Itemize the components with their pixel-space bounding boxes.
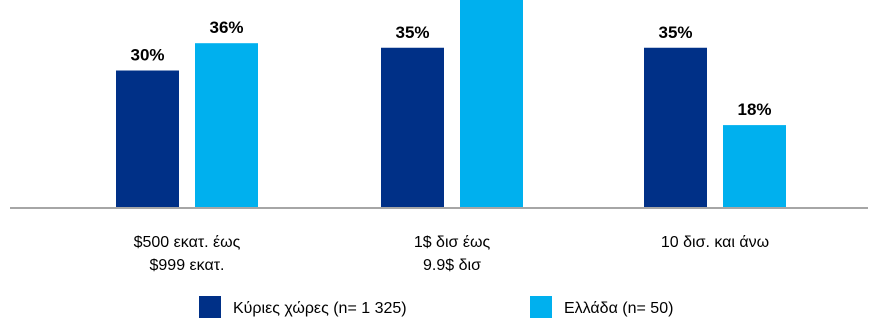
legend-swatch-series2 [530, 296, 552, 318]
legend-label-series2: Ελλάδα (n= 50) [564, 300, 673, 317]
data-label-series2-category3: 18% [737, 100, 771, 119]
data-label-series1-category2: 35% [395, 23, 429, 42]
bar-series1-category2 [381, 47, 444, 207]
category-label-1-line-1: $500 εκατ. έως [134, 234, 241, 251]
legend-label-series1: Κύριες χώρες (n= 1 325) [233, 300, 407, 317]
bar-series2-category1 [195, 43, 258, 208]
data-label-series2-category1: 36% [209, 18, 243, 37]
bar-series1-category1 [116, 70, 179, 207]
data-label-series1-category3: 35% [658, 23, 692, 42]
category-label-2-line-1: 1$ δισ έως [414, 234, 491, 251]
category-label-3-line-1: 10 δισ. και άνω [661, 234, 769, 251]
bar-series2-category2 [460, 0, 523, 208]
category-label-2-line-2: 9.9$ δισ [423, 257, 481, 274]
bar-series2-category3 [723, 125, 786, 207]
legend-swatch-series1 [199, 296, 221, 318]
data-label-series1-category1: 30% [130, 46, 164, 65]
bar-series1-category3 [644, 47, 707, 207]
category-label-1-line-2: $999 εκατ. [150, 257, 225, 274]
